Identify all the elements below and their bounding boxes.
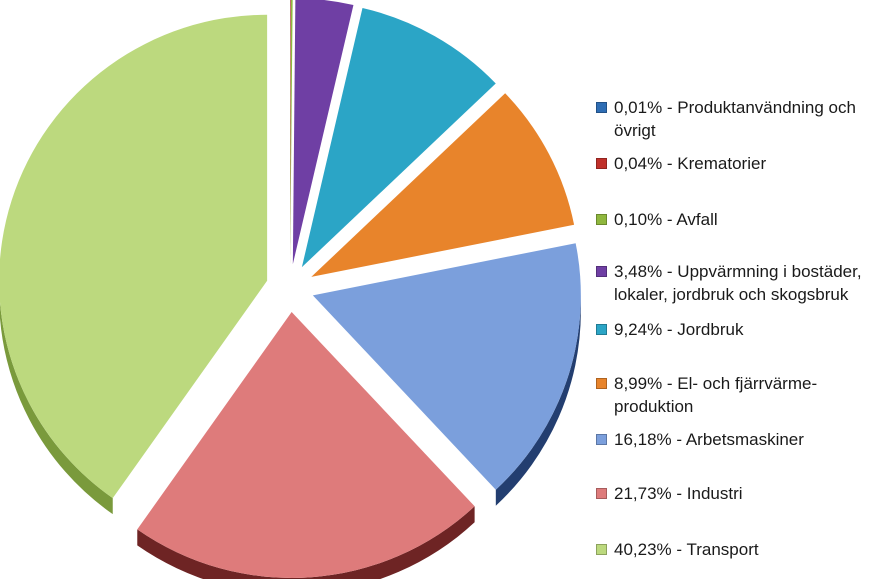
- pie-slice-7: [137, 311, 475, 578]
- legend-item: 40,23% - Transport: [596, 538, 888, 561]
- legend-label: 21,73% - Industri: [614, 484, 743, 503]
- legend-item: 21,73% - Industri: [596, 482, 888, 505]
- pie-slice-3: [292, 0, 354, 265]
- legend-item: 0,01% - Produktanvändning och övrigt: [596, 96, 888, 142]
- legend-swatch: [596, 544, 607, 555]
- legend-item: 0,10% - Avfall: [596, 208, 888, 231]
- legend-item: 8,99% - El- och fjärrvärme-produktion: [596, 372, 888, 418]
- pie-slice-side-8: [0, 301, 113, 515]
- legend-label: 0,01% - Produktanvändning och övrigt: [614, 98, 856, 140]
- legend-label: 8,99% - El- och fjärrvärme-produktion: [614, 374, 818, 416]
- pie-chart: [0, 0, 581, 579]
- legend-swatch: [596, 434, 607, 445]
- pie-slice-4: [301, 8, 496, 268]
- pie-slice-1: [290, 0, 291, 264]
- pie-slice-5: [311, 93, 575, 277]
- pie-slices: [0, 0, 581, 578]
- legend-item: 9,24% - Jordbruk: [596, 318, 888, 341]
- pie-slice-side-6: [495, 295, 581, 506]
- legend-item: 3,48% - Uppvärmning i bostäder, lokaler,…: [596, 260, 888, 306]
- legend-swatch: [596, 266, 607, 277]
- legend-item: 0,04% - Krematorier: [596, 152, 888, 175]
- legend-label: 40,23% - Transport: [614, 540, 759, 559]
- legend-swatch: [596, 324, 607, 335]
- legend-label: 16,18% - Arbetsmaskiner: [614, 430, 804, 449]
- legend-label: 3,48% - Uppvärmning i bostäder, lokaler,…: [614, 262, 862, 304]
- pie-slice-side-7: [137, 506, 475, 579]
- pie-slice-2: [290, 0, 293, 264]
- legend-swatch: [596, 158, 607, 169]
- legend-swatch: [596, 378, 607, 389]
- legend-label: 9,24% - Jordbruk: [614, 320, 744, 339]
- legend-swatch: [596, 488, 607, 499]
- pie-sides: [0, 295, 581, 579]
- legend-label: 0,04% - Krematorier: [614, 154, 767, 173]
- legend-label: 0,10% - Avfall: [614, 210, 718, 229]
- pie-slice-8: [0, 14, 268, 499]
- pie-slice-6: [312, 243, 581, 490]
- legend-item: 16,18% - Arbetsmaskiner: [596, 428, 888, 451]
- legend-swatch: [596, 214, 607, 225]
- legend-swatch: [596, 102, 607, 113]
